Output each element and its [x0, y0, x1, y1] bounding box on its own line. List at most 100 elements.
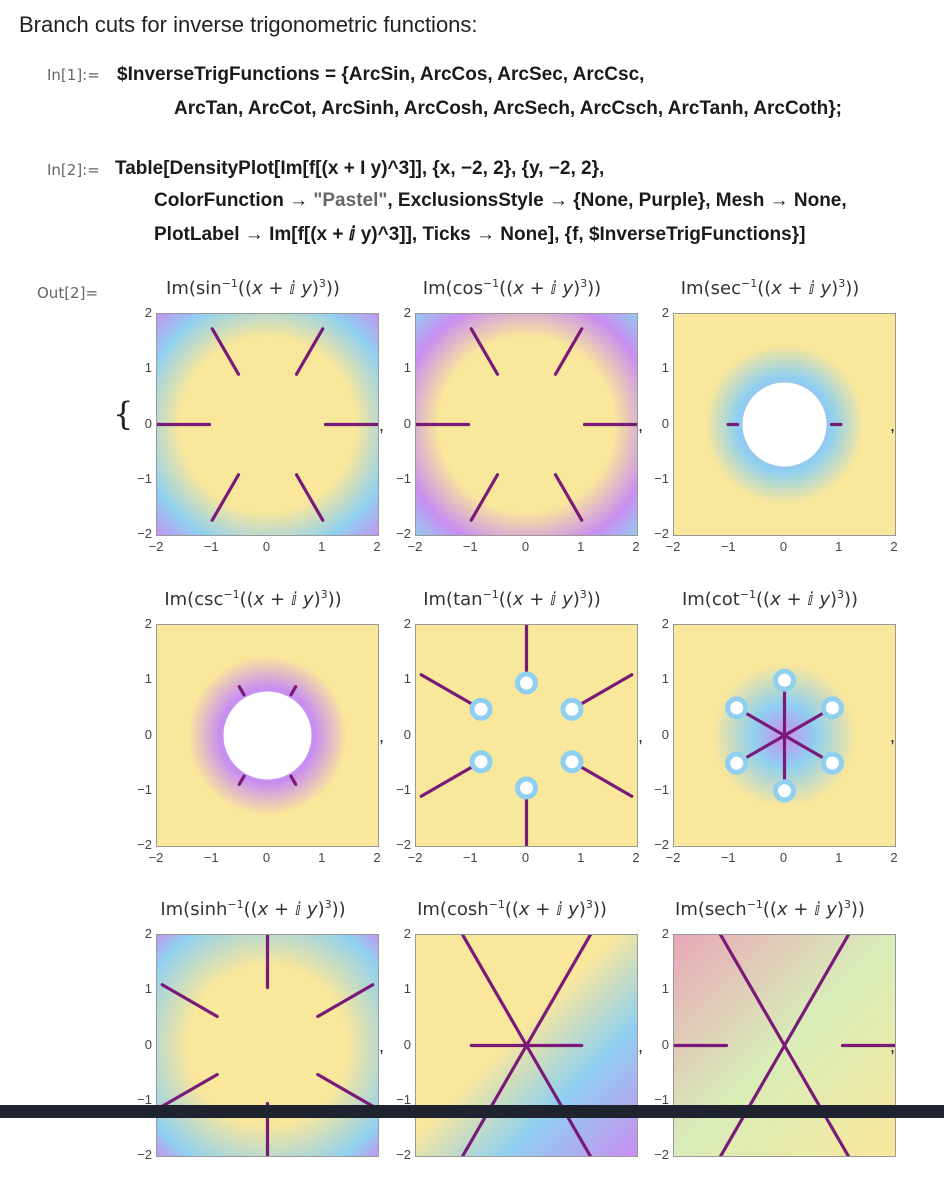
- x-tick-label: 1: [835, 539, 843, 554]
- x-tick-label: −1: [203, 539, 219, 554]
- input-2-line-1[interactable]: Table[DensityPlot[Im[f[(x + I y)^3]], {x…: [115, 158, 605, 179]
- input-1-line-1[interactable]: $InverseTrigFunctions = {ArcSin, ArcCos,…: [117, 64, 645, 85]
- branch-cut-line: [237, 774, 246, 786]
- plot-frame: [673, 313, 896, 536]
- x-tick-label: −2: [665, 850, 681, 865]
- plot-title: Im(sinh−1((x + ⅈ y)3)): [160, 898, 346, 920]
- branch-cut-line: [782, 935, 851, 1048]
- function-name: sinh: [190, 899, 228, 920]
- list-comma: ,: [890, 726, 896, 746]
- density-plot-sinh[interactable]: Im(sinh−1((x + ⅈ y)3)) 2 1 0 −1 −2: [123, 898, 383, 1198]
- y-tick-label: 1: [661, 671, 669, 687]
- density-plot-cosh[interactable]: Im(cosh−1((x + ⅈ y)3)) 2 1 0 −1 −2: [382, 898, 642, 1198]
- density-plot-tan[interactable]: Im(tan−1((x + ⅈ y)3)) 2 1 0 −1 −2 −2 −1 0 1 2: [382, 588, 642, 888]
- density-plot-cot[interactable]: Im(cot−1((x + ⅈ y)3)) 2 1 0 −1 −2 −2 −1 0 1 2: [640, 588, 900, 888]
- branch-cut-line: [316, 983, 375, 1019]
- density-plot-cos[interactable]: Im(cos−1((x + ⅈ y)3)) 2 1 0 −1 −2 −2 −1 0 1 2: [382, 277, 642, 577]
- list-comma: ,: [638, 415, 644, 435]
- branch-cut-line: [294, 473, 325, 522]
- x-tick-label: 0: [521, 850, 530, 865]
- branch-cut-line: [524, 935, 593, 1048]
- y-tick-label: −1: [654, 781, 669, 797]
- singularity-hole: [725, 696, 749, 720]
- singularity-hole: [469, 697, 493, 721]
- code-text: ColorFunction →: [154, 190, 314, 211]
- function-name: csc: [194, 589, 224, 610]
- list-comma: ,: [890, 415, 896, 435]
- plot-canvas: [674, 935, 895, 1156]
- x-tick-label: 0: [262, 539, 271, 554]
- plot-canvas: [157, 935, 378, 1156]
- plot-frame: [673, 934, 896, 1157]
- y-tick-label: −1: [396, 470, 411, 486]
- plot-title: Im(cos−1((x + ⅈ y)3)): [422, 277, 602, 299]
- plot-frame: [156, 313, 379, 536]
- list-comma: ,: [890, 1036, 896, 1056]
- plot-canvas: [416, 625, 637, 846]
- branch-cut-line: [469, 327, 500, 376]
- list-comma: ,: [379, 415, 385, 435]
- y-tick-label: 2: [403, 926, 411, 941]
- input-label-2: In[2]:=: [47, 161, 100, 179]
- singularity-hole: [773, 779, 796, 803]
- y-tick-label: 2: [661, 926, 669, 941]
- branch-cut-line: [294, 327, 325, 376]
- y-tick-label: 0: [144, 726, 152, 742]
- code-text: , ExclusionsStyle → {None, Purple}, Mesh…: [387, 190, 847, 211]
- branch-cut-line: [469, 473, 500, 522]
- input-2-line-3[interactable]: PlotLabel → Im[f[(x + ⅈ y)^3]], Ticks → …: [154, 224, 806, 245]
- input-1-line-2[interactable]: ArcTan, ArcCot, ArcSinh, ArcCosh, ArcSec…: [174, 98, 842, 119]
- y-tick-label: −2: [654, 1147, 669, 1162]
- x-tick-label: 1: [318, 850, 326, 865]
- branch-cut-line: [553, 473, 584, 522]
- function-name: cos: [452, 278, 483, 299]
- y-tick-label: 1: [144, 981, 152, 997]
- y-tick-label: −1: [137, 781, 152, 797]
- x-tick-label: −2: [148, 850, 164, 865]
- density-plot-csc[interactable]: Im(csc−1((x + ⅈ y)3)) 2 1 0 −1 −2 −2 −1 0 1 2: [123, 588, 383, 888]
- plot-frame: [156, 934, 379, 1157]
- singularity-hole: [820, 696, 844, 720]
- y-tick-label: 2: [144, 305, 152, 320]
- y-tick-label: −1: [137, 1091, 152, 1107]
- density-plot-sech[interactable]: Im(sech−1((x + ⅈ y)3)) 2 1 0 −1 −2: [640, 898, 900, 1198]
- list-comma: ,: [379, 1036, 385, 1056]
- y-tick-label: 0: [144, 415, 152, 431]
- function-name: cot: [711, 589, 740, 610]
- x-tick-label: −2: [407, 539, 423, 554]
- plot-canvas: [157, 314, 378, 535]
- branch-cut-line: [570, 673, 634, 711]
- branch-cut-line: [419, 760, 483, 798]
- plot-title: Im(csc−1((x + ⅈ y)3)): [164, 588, 342, 610]
- y-tick-label: 1: [661, 360, 669, 376]
- plot-canvas: [674, 314, 895, 535]
- code-string-pastel: "Pastel": [313, 190, 388, 211]
- y-tick-label: 1: [403, 360, 411, 376]
- x-tick-label: 1: [577, 539, 585, 554]
- x-tick-label: 2: [890, 539, 898, 554]
- singularity-hole: [515, 776, 538, 800]
- singularity-hole: [820, 751, 844, 775]
- density-plot-sin[interactable]: Im(sin−1((x + ⅈ y)3)) 2 1 0 −1 −2 −2 −1 0 1 2: [123, 277, 383, 577]
- output-label-2: Out[2]=: [37, 284, 99, 302]
- branch-cut-line: [553, 327, 584, 376]
- y-tick-label: −2: [137, 837, 152, 852]
- x-tick-label: −1: [462, 539, 478, 554]
- y-tick-label: 2: [661, 305, 669, 320]
- x-tick-label: 0: [262, 850, 271, 865]
- y-tick-label: 0: [661, 1036, 669, 1052]
- branch-cut-line: [237, 685, 246, 697]
- section-heading: Branch cuts for inverse trigonometric fu…: [19, 12, 478, 37]
- density-plot-sec[interactable]: Im(sec−1((x + ⅈ y)3)) 2 1 0 −1 −2 −2 −1 0 1 2: [640, 277, 900, 577]
- branch-cut-line: [460, 935, 529, 1048]
- branch-cut-line: [289, 774, 298, 786]
- x-tick-label: 1: [835, 850, 843, 865]
- singularity-hole: [725, 751, 749, 775]
- y-tick-label: 0: [144, 1036, 152, 1052]
- input-2-line-2[interactable]: ColorFunction → "Pastel", ExclusionsStyl…: [154, 190, 847, 212]
- x-tick-label: 0: [779, 539, 788, 554]
- plot-canvas: [157, 625, 378, 846]
- blank-region: [742, 382, 827, 467]
- y-tick-label: −2: [396, 837, 411, 852]
- y-tick-label: 2: [403, 616, 411, 631]
